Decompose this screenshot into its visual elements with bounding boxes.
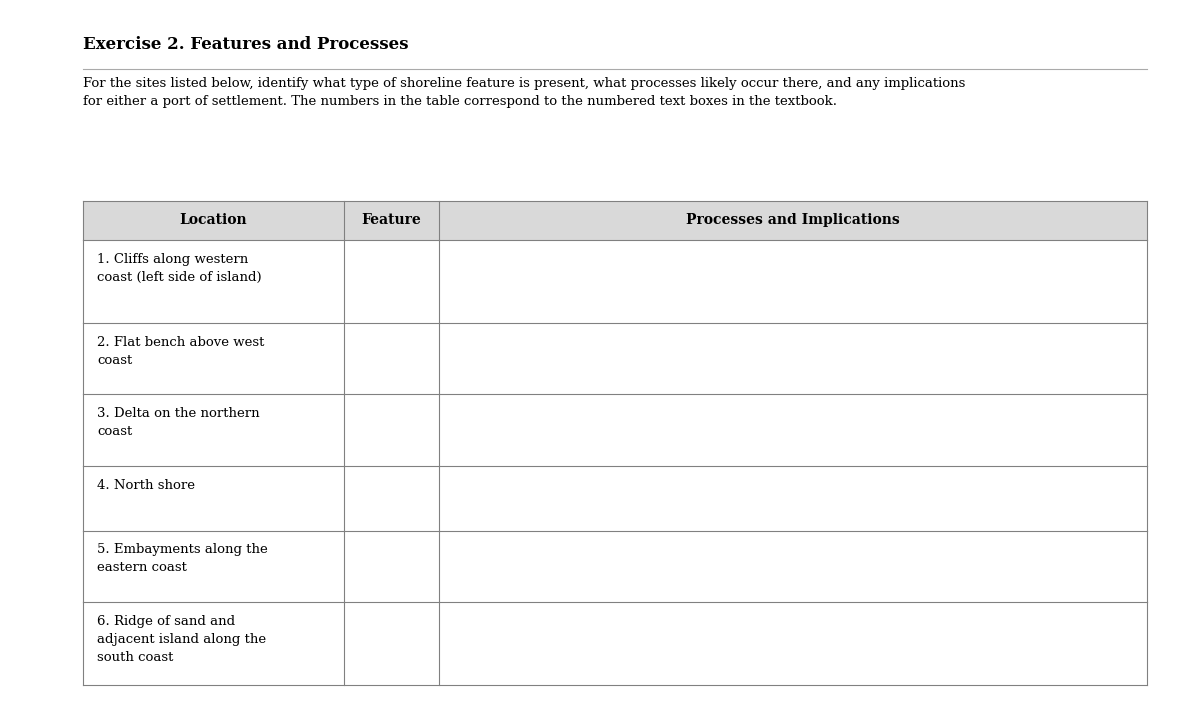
- Text: Exercise 2. Features and Processes: Exercise 2. Features and Processes: [83, 36, 408, 53]
- Text: 1. Cliffs along western
coast (left side of island): 1. Cliffs along western coast (left side…: [97, 253, 262, 284]
- Text: 2. Flat bench above west
coast: 2. Flat bench above west coast: [97, 336, 264, 366]
- Text: 5. Embayments along the
eastern coast: 5. Embayments along the eastern coast: [97, 543, 268, 574]
- Text: 3. Delta on the northern
coast: 3. Delta on the northern coast: [97, 407, 259, 438]
- Text: Location: Location: [179, 214, 247, 227]
- Text: 4. North shore: 4. North shore: [97, 479, 194, 492]
- Text: 6. Ridge of sand and
adjacent island along the
south coast: 6. Ridge of sand and adjacent island alo…: [97, 615, 266, 664]
- Text: Processes and Implications: Processes and Implications: [686, 214, 900, 227]
- Bar: [83, 201, 1147, 240]
- Text: For the sites listed below, identify what type of shoreline feature is present, : For the sites listed below, identify wha…: [83, 77, 965, 108]
- Text: Feature: Feature: [361, 214, 421, 227]
